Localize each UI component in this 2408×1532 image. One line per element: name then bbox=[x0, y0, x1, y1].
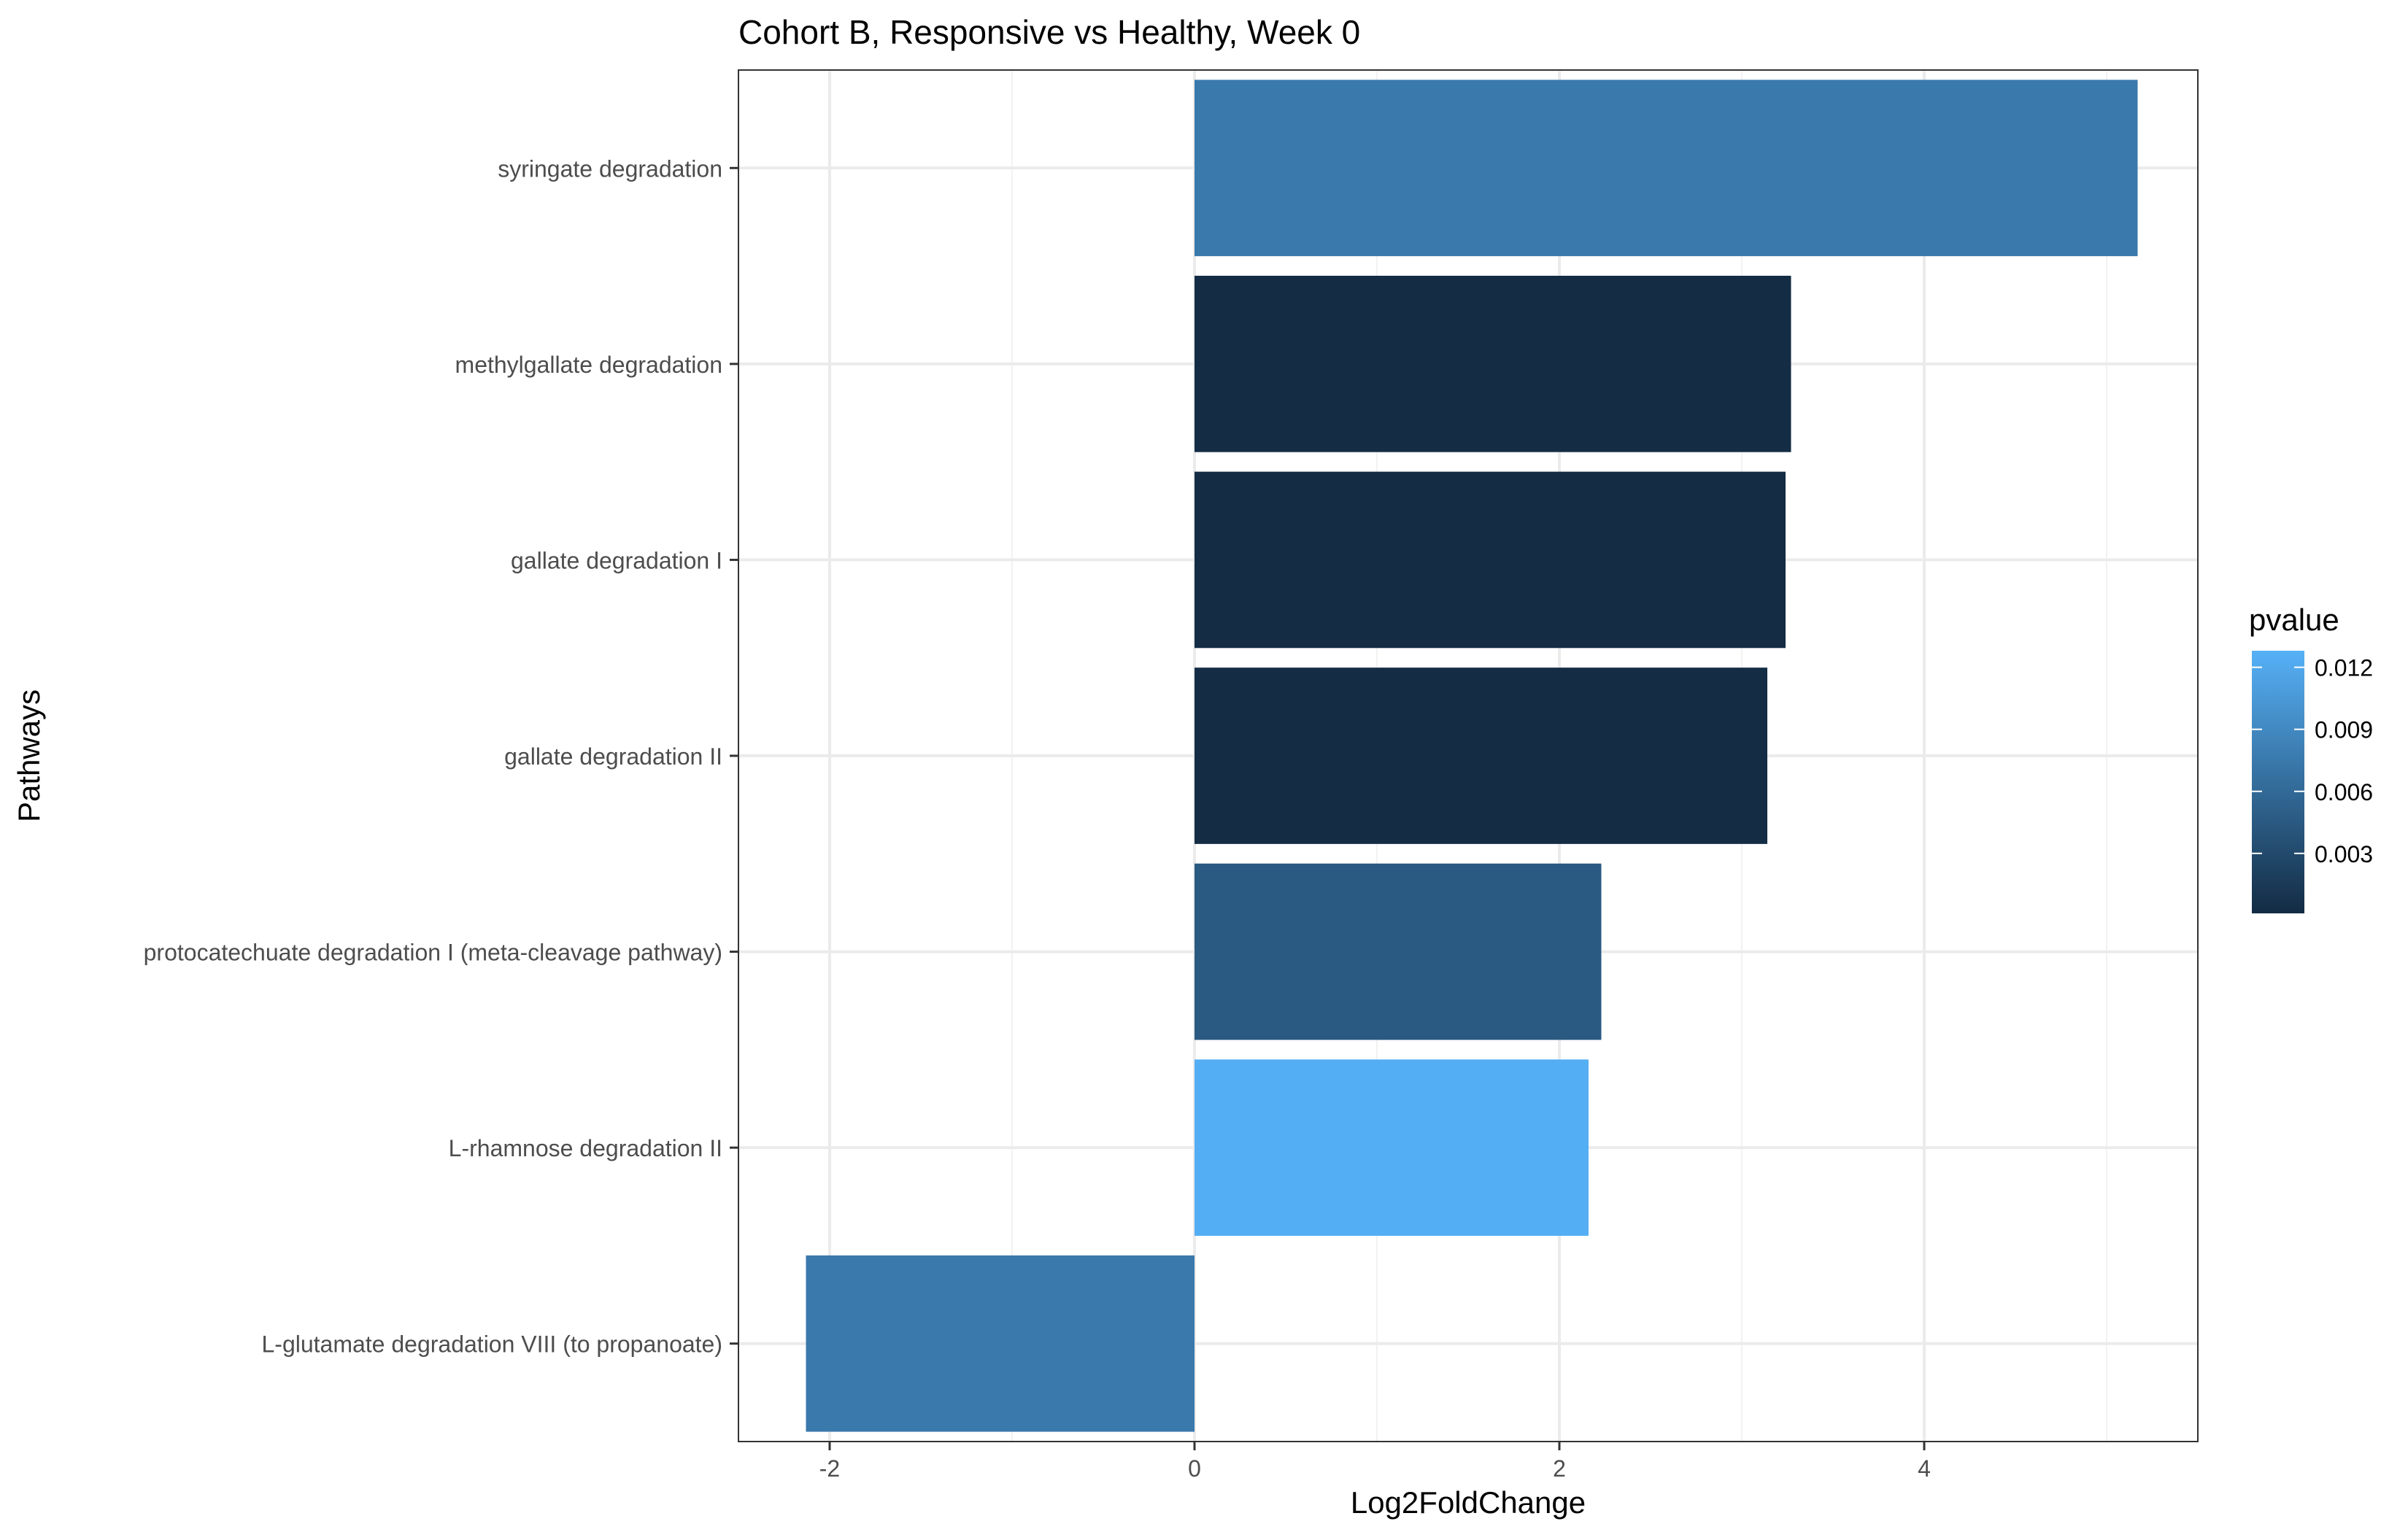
bars bbox=[806, 80, 2138, 1432]
y-tick-label: protocatechuate degradation I (meta-clea… bbox=[144, 940, 722, 966]
bar bbox=[1195, 863, 1602, 1040]
bar bbox=[1195, 668, 1767, 844]
x-tick-label: -2 bbox=[819, 1455, 840, 1482]
legend: pvalue 0.003 0.006 0.009 0.012 bbox=[2249, 603, 2373, 913]
legend-tick-label: 0.003 bbox=[2315, 841, 2373, 867]
y-tick-label: L-rhamnose degradation II bbox=[449, 1135, 722, 1161]
x-tick-label: 2 bbox=[1553, 1455, 1566, 1482]
x-axis: -2 0 2 4 bbox=[819, 1442, 1931, 1482]
x-tick-label: 0 bbox=[1188, 1455, 1201, 1482]
y-tick-label: syringate degradation bbox=[498, 155, 722, 182]
legend-tick-label: 0.012 bbox=[2315, 655, 2373, 681]
bar bbox=[1195, 80, 2138, 257]
bar bbox=[1195, 276, 1791, 452]
y-tick-label: gallate degradation II bbox=[504, 743, 722, 770]
x-tick-label: 4 bbox=[1918, 1455, 1931, 1482]
legend-colorbar bbox=[2252, 651, 2304, 913]
y-axis-title: Pathways bbox=[12, 689, 46, 822]
legend-tick-label: 0.006 bbox=[2315, 779, 2373, 805]
chart-title: Cohort B, Responsive vs Healthy, Week 0 bbox=[738, 13, 1360, 51]
x-axis-title: Log2FoldChange bbox=[1351, 1485, 1586, 1520]
legend-title: pvalue bbox=[2249, 603, 2339, 637]
y-tick-label: methylgallate degradation bbox=[455, 352, 722, 378]
y-tick-label: gallate degradation I bbox=[511, 547, 722, 573]
bar bbox=[1195, 471, 1786, 649]
legend-tick-label: 0.009 bbox=[2315, 717, 2373, 743]
bar bbox=[806, 1255, 1195, 1432]
y-axis: syringate degradation methylgallate degra… bbox=[144, 155, 738, 1358]
y-tick-label: L-glutamate degradation VIII (to propano… bbox=[261, 1331, 722, 1358]
legend-ticks: 0.003 0.006 0.009 0.012 bbox=[2252, 655, 2373, 867]
bar bbox=[1195, 1059, 1589, 1236]
